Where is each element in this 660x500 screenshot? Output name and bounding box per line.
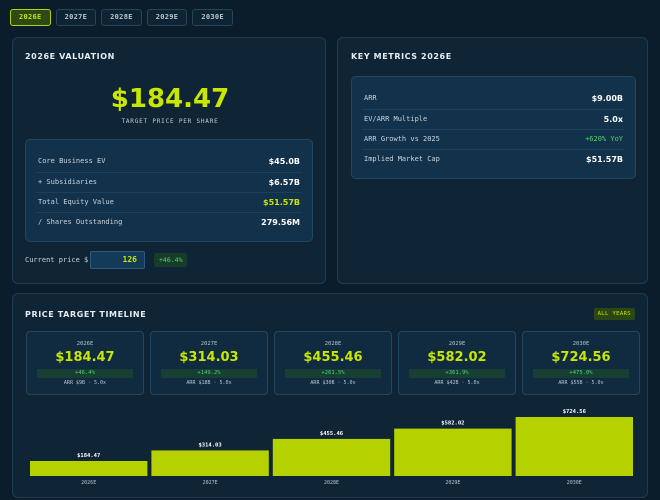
metric-label: ARR Growth vs 2025: [364, 135, 440, 143]
year-tabs: 2026E 2027E 2028E 2029E 2030E: [10, 9, 233, 26]
chart-bar: [515, 417, 633, 476]
row-value: $51.57B: [263, 197, 300, 207]
breakdown-row: Core Business EV $45.0B: [38, 151, 300, 171]
metric-value: 5.0x: [603, 114, 623, 124]
metric-value: +620% YoY: [585, 135, 623, 143]
metric-label: Implied Market Cap: [364, 155, 440, 163]
card-price: $184.47: [55, 350, 115, 365]
divider: [362, 109, 625, 110]
card-change: +261.5%: [285, 369, 381, 378]
target-price: $184.47: [110, 84, 230, 114]
card-price: $582.02: [427, 350, 487, 365]
tab-2029e[interactable]: 2029E: [146, 9, 188, 26]
all-years-badge[interactable]: ALL YEARS: [593, 308, 635, 320]
card-change: +46.4%: [37, 369, 133, 378]
valuation-title: 2026E VALUATION: [25, 52, 115, 61]
key-metrics-panel: KEY METRICS 2026E ARR $9.00B EV/ARR Mult…: [337, 37, 648, 284]
bar-value-label: $582.02: [441, 421, 464, 427]
divider: [36, 172, 302, 173]
tab-2028e[interactable]: 2028E: [101, 9, 142, 26]
card-year: 2027E: [200, 341, 218, 347]
chart-bar: [151, 450, 269, 476]
breakdown-row: / Shares Outstanding 279.56M: [38, 212, 300, 232]
year-card[interactable]: 2026E $184.47 +46.4% ARR $9B · 5.0x: [26, 331, 144, 395]
card-year: 2029E: [448, 341, 466, 347]
row-value: $45.0B: [268, 156, 300, 166]
divider: [36, 212, 302, 213]
metric-row: ARR $9.00B: [364, 88, 623, 108]
chart-bar: [272, 438, 391, 476]
valuation-breakdown: Core Business EV $45.0B + Subsidiaries $…: [25, 139, 313, 242]
card-arr: ARR $30B · 5.0x: [310, 380, 356, 386]
metric-row: ARR Growth vs 2025 +620% YoY: [364, 129, 623, 149]
row-value: 279.56M: [261, 217, 300, 227]
card-change: +361.9%: [409, 369, 505, 378]
tab-2026e[interactable]: 2026E: [10, 9, 51, 26]
card-year: 2028E: [324, 341, 342, 347]
bar-value-label: $314.03: [199, 442, 222, 448]
tab-2030e[interactable]: 2030E: [192, 9, 233, 26]
bar-value-label: $455.46: [320, 431, 344, 437]
valuation-panel: 2026E VALUATION $184.47 TARGET PRICE PER…: [12, 37, 326, 284]
row-label: / Shares Outstanding: [38, 218, 123, 226]
chart-bar: [394, 428, 512, 476]
metric-row: EV/ARR Multiple 5.0x: [364, 109, 623, 129]
card-arr: ARR $42B · 5.0x: [434, 380, 480, 386]
metric-row: Implied Market Cap $51.57B: [364, 149, 623, 169]
metric-label: ARR: [364, 94, 377, 102]
current-price-label: Current price $: [25, 256, 89, 264]
divider: [36, 192, 302, 193]
year-card[interactable]: 2030E $724.56 +475.0% ARR $55B · 5.0x: [522, 331, 640, 395]
target-price-caption: TARGET PRICE PER SHARE: [121, 118, 219, 125]
key-metrics-title: KEY METRICS 2026E: [351, 52, 452, 61]
breakdown-row: + Subsidiaries $6.57B: [38, 172, 300, 192]
divider: [362, 149, 625, 150]
key-metrics-list: ARR $9.00B EV/ARR Multiple 5.0x ARR Grow…: [351, 76, 636, 179]
breakdown-row: Total Equity Value $51.57B: [38, 192, 300, 212]
divider: [362, 129, 625, 130]
card-price: $724.56: [551, 350, 611, 365]
bar-value-label: $184.47: [77, 453, 100, 459]
bar-category-label: 2029E: [445, 480, 460, 486]
bar-category-label: 2026E: [81, 480, 96, 486]
chart-bar: [30, 460, 148, 476]
card-arr: ARR $55B · 5.0x: [558, 380, 604, 386]
card-arr: ARR $9B · 5.0x: [63, 380, 107, 386]
year-card[interactable]: 2029E $582.02 +361.9% ARR $42B · 5.0x: [398, 331, 516, 395]
bar-category-label: 2030E: [567, 480, 582, 486]
card-year: 2026E: [76, 341, 94, 347]
metric-value: $51.57B: [586, 154, 623, 164]
metric-label: EV/ARR Multiple: [364, 115, 428, 123]
card-price: $314.03: [179, 350, 239, 365]
bar-value-label: $724.56: [563, 409, 587, 415]
card-change: +149.2%: [161, 369, 257, 378]
card-change: +475.0%: [533, 369, 629, 378]
upside-badge: +46.4%: [154, 253, 188, 267]
metric-value: $9.00B: [591, 93, 623, 103]
row-label: Total Equity Value: [38, 198, 114, 206]
card-price: $455.46: [303, 350, 363, 365]
bar-category-label: 2028E: [324, 480, 339, 486]
timeline-panel: PRICE TARGET TIMELINE ALL YEARS 2026E $1…: [12, 293, 648, 498]
current-price-input[interactable]: 126: [90, 251, 145, 269]
year-card[interactable]: 2028E $455.46 +261.5% ARR $30B · 5.0x: [274, 331, 392, 395]
year-card[interactable]: 2027E $314.03 +149.2% ARR $18B · 5.0x: [150, 331, 268, 395]
row-label: + Subsidiaries: [38, 178, 98, 186]
row-label: Core Business EV: [38, 157, 106, 165]
row-value: $6.57B: [268, 177, 300, 187]
price-target-bar-chart: $184.47 2026E $314.03 2027E $455.46 2028E $582…: [30, 409, 633, 486]
card-arr: ARR $18B · 5.0x: [186, 380, 232, 386]
timeline-title: PRICE TARGET TIMELINE: [25, 310, 147, 319]
tab-2027e[interactable]: 2027E: [55, 9, 97, 26]
card-year: 2030E: [572, 341, 590, 347]
bar-category-label: 2027E: [203, 480, 218, 486]
